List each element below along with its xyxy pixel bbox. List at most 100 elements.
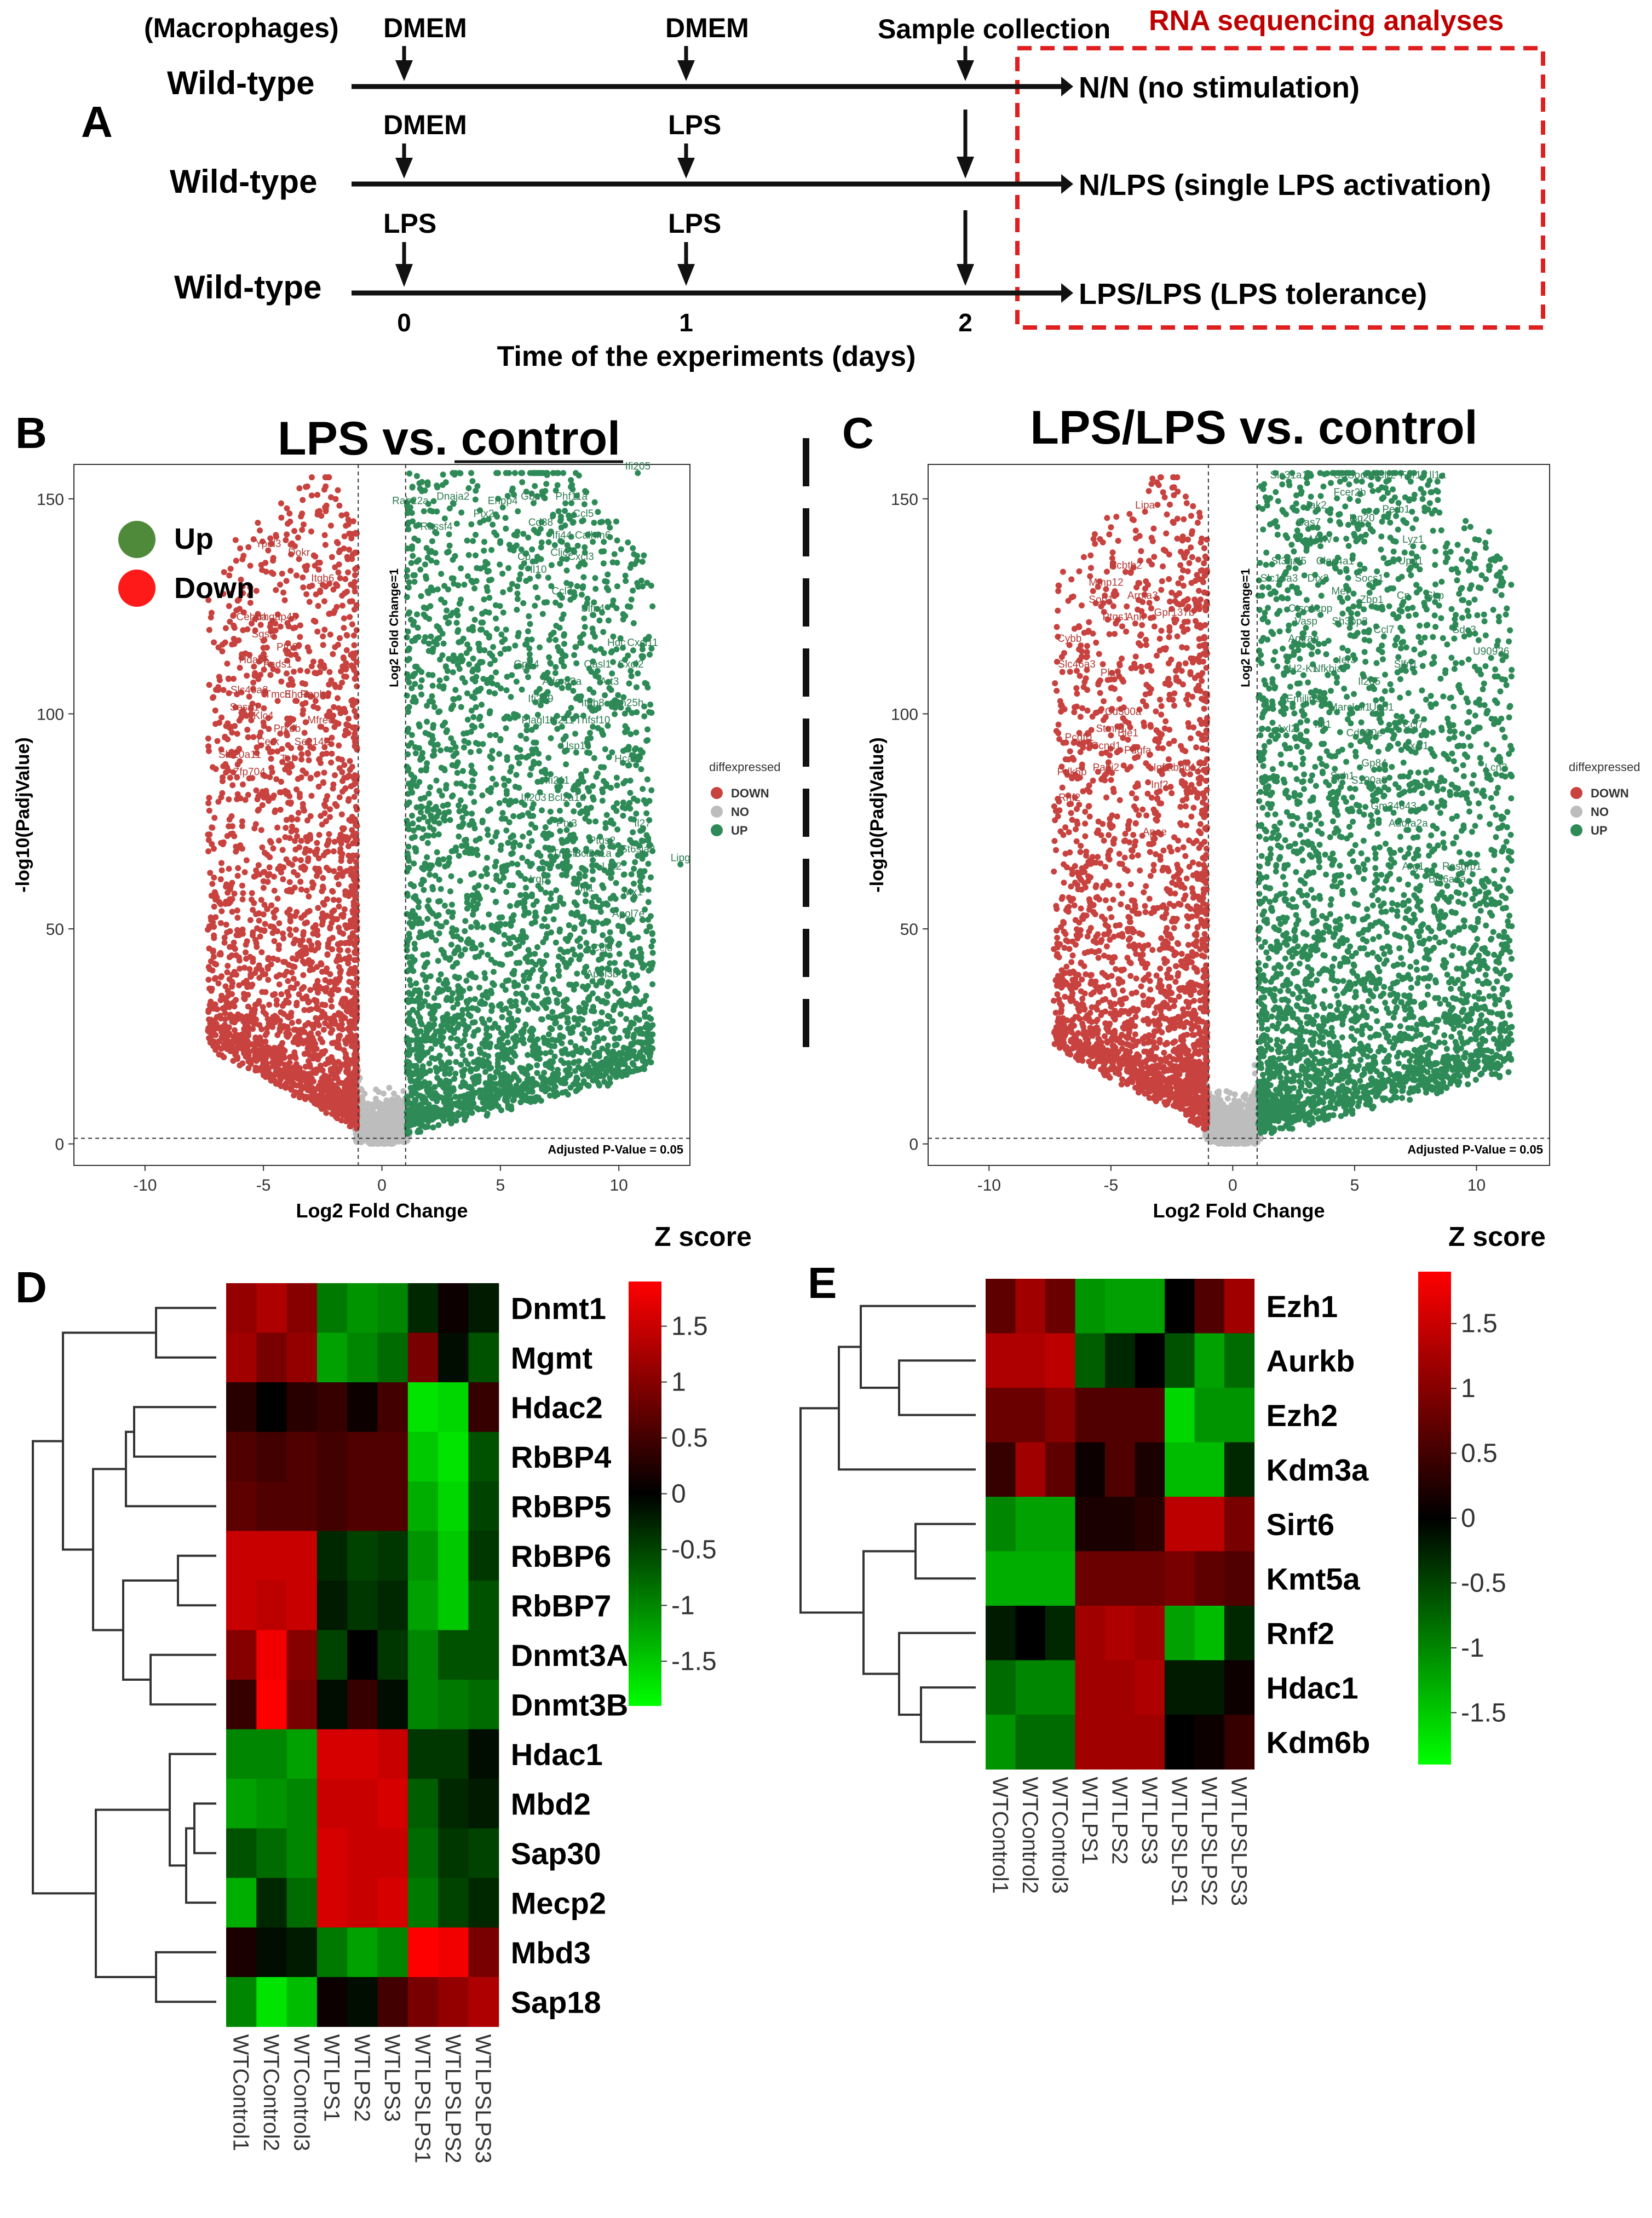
row3-label: Wild-type <box>174 269 321 306</box>
row1-outcome: N/N (no stimulation) <box>1079 71 1360 104</box>
point-down <box>268 961 274 968</box>
point-up <box>405 584 412 591</box>
point-up <box>532 602 538 609</box>
point-down <box>283 825 289 831</box>
point-down <box>306 1007 312 1013</box>
point-down <box>336 897 342 904</box>
point-down <box>216 674 222 680</box>
point-down <box>234 915 241 921</box>
point-down <box>257 527 263 534</box>
point-down <box>333 1085 340 1091</box>
point-down <box>326 979 332 986</box>
point-up <box>472 496 479 503</box>
point-up <box>499 1014 505 1020</box>
point-down <box>302 700 309 706</box>
point-down <box>228 813 235 819</box>
x-tick-label: -10 <box>133 1176 157 1194</box>
point-down <box>288 1009 295 1016</box>
point-up <box>640 964 646 971</box>
point-down <box>352 549 358 556</box>
point-down <box>319 921 325 928</box>
point-down <box>231 1003 238 1010</box>
point-up <box>493 829 500 836</box>
point-down <box>222 733 228 740</box>
y-tick-label: 150 <box>37 491 64 509</box>
point-up <box>493 859 499 865</box>
point-ns <box>393 1132 399 1139</box>
point-down <box>350 632 357 639</box>
point-down <box>322 914 329 921</box>
point-down <box>268 570 275 576</box>
point-up <box>596 617 603 624</box>
point-up <box>585 982 591 989</box>
point-down <box>259 844 266 851</box>
point-ns <box>394 1119 400 1126</box>
point-down <box>320 1049 327 1055</box>
point-down <box>266 864 273 871</box>
point-down <box>336 924 342 931</box>
point-down <box>283 537 289 543</box>
point-down <box>295 809 302 816</box>
point-down <box>239 1032 246 1038</box>
point-up <box>513 772 520 778</box>
point-up <box>444 549 451 556</box>
point-down <box>323 726 329 733</box>
point-ns <box>372 1100 379 1106</box>
point-up <box>425 897 432 904</box>
point-down <box>305 999 312 1005</box>
point-up <box>424 481 431 488</box>
cell-type-header: (Macrophages) <box>144 13 339 43</box>
point-up <box>489 748 496 754</box>
point-up <box>639 559 646 565</box>
point-down <box>220 1005 226 1012</box>
point-down <box>261 1062 267 1068</box>
point-down <box>222 1016 228 1022</box>
point-up <box>631 746 638 753</box>
point-up <box>441 903 448 909</box>
point-up <box>649 930 655 936</box>
point-down <box>277 623 284 630</box>
point-down <box>330 897 337 903</box>
point-up <box>550 976 556 982</box>
point-ns <box>384 1138 391 1145</box>
point-up <box>623 578 629 584</box>
point-down <box>286 510 293 517</box>
point-down <box>314 873 320 880</box>
point-up <box>633 811 640 817</box>
point-down <box>230 1013 237 1020</box>
point-down <box>217 920 224 927</box>
point-up <box>421 887 427 893</box>
point-down <box>213 1025 220 1032</box>
point-down <box>284 505 290 512</box>
point-down <box>213 961 220 968</box>
point-down <box>342 1054 349 1061</box>
point-down <box>348 783 354 790</box>
row3-day1-treatment: LPS <box>668 208 721 239</box>
point-down <box>351 642 358 648</box>
point-down <box>343 522 349 529</box>
point-down <box>268 765 275 771</box>
point-down <box>280 589 287 596</box>
point-down <box>211 874 217 881</box>
point-down <box>325 848 331 855</box>
point-down <box>292 1053 298 1059</box>
point-down <box>344 837 350 844</box>
point-down <box>354 1039 360 1046</box>
point-down <box>297 634 303 640</box>
point-down <box>329 909 336 915</box>
y-axis-title: -log10(PadjValue) <box>13 737 33 892</box>
point-down <box>338 1011 344 1018</box>
point-down <box>289 816 295 823</box>
point-down <box>221 1041 227 1048</box>
point-down <box>301 1050 308 1057</box>
point-down <box>331 704 337 710</box>
point-down <box>300 574 306 581</box>
point-down <box>328 759 335 766</box>
point-down <box>303 770 309 777</box>
point-down <box>233 843 239 850</box>
point-up <box>468 762 475 769</box>
point-down <box>346 1003 353 1010</box>
point-up <box>644 726 651 733</box>
point-up <box>424 719 430 725</box>
point-down <box>312 562 318 569</box>
